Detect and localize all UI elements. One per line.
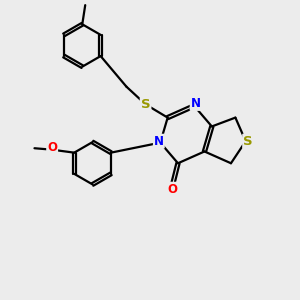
Text: N: N	[154, 135, 164, 148]
Text: O: O	[167, 183, 177, 196]
Text: O: O	[47, 141, 57, 154]
Text: S: S	[243, 135, 253, 148]
Text: S: S	[141, 98, 150, 111]
Text: N: N	[190, 97, 201, 110]
